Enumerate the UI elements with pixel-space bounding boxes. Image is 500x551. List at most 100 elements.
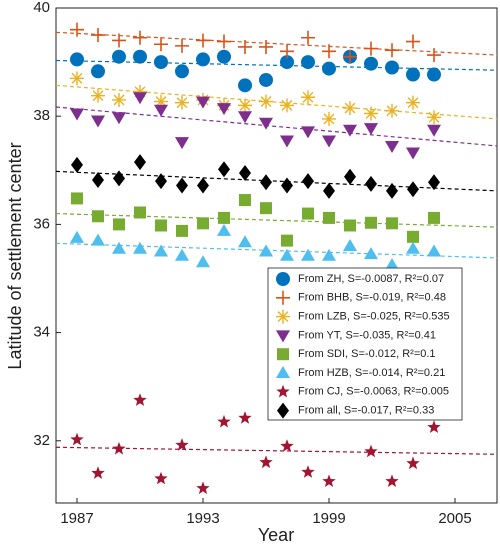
point	[385, 43, 399, 58]
point	[175, 38, 189, 53]
point	[217, 223, 231, 236]
point	[175, 95, 189, 110]
point	[281, 177, 293, 194]
trend-line	[55, 106, 498, 147]
point	[217, 34, 231, 49]
point	[322, 111, 336, 126]
point	[344, 168, 356, 185]
point	[134, 206, 146, 219]
point	[196, 96, 210, 109]
point	[280, 439, 294, 452]
point	[343, 49, 357, 64]
legend-text: From ZH, S=-0.0087, R²=0.07	[298, 273, 444, 285]
point	[406, 241, 420, 254]
point	[385, 103, 399, 118]
trend-line	[55, 84, 498, 120]
point	[91, 115, 105, 128]
point	[301, 55, 315, 70]
point	[154, 94, 168, 109]
point	[323, 211, 335, 224]
point	[154, 55, 168, 70]
legend-text: From HZB, S=-0.014, R²=0.21	[298, 367, 445, 379]
point	[154, 104, 168, 117]
series	[55, 192, 498, 247]
point	[113, 218, 125, 231]
series	[55, 154, 498, 199]
point	[92, 210, 104, 223]
point	[385, 257, 399, 270]
y-tick-label: 40	[33, 0, 50, 16]
point	[260, 202, 272, 215]
point	[301, 248, 315, 261]
legend-marker	[276, 366, 290, 378]
point	[364, 444, 378, 458]
point	[133, 30, 147, 45]
point	[322, 135, 336, 148]
point	[259, 72, 273, 87]
point	[70, 108, 84, 121]
point	[364, 247, 378, 260]
x-tick-label: 1987	[60, 510, 93, 527]
point	[71, 192, 83, 205]
trend-line	[55, 212, 498, 228]
point	[386, 217, 398, 230]
x-tick-label: 2005	[438, 510, 471, 527]
legend-marker	[277, 348, 289, 361]
point	[239, 165, 251, 181]
point	[260, 174, 272, 191]
point	[428, 174, 440, 191]
point	[323, 182, 335, 199]
point	[364, 56, 378, 71]
legend-box	[267, 267, 463, 421]
trend-line	[55, 170, 498, 192]
point	[155, 173, 167, 190]
plot-frame	[55, 7, 498, 504]
point	[406, 34, 420, 49]
legend-text: From LZB, S=-0.025, R²=0.535	[298, 311, 450, 323]
point	[428, 211, 440, 224]
point	[133, 92, 147, 105]
point	[218, 211, 230, 224]
point	[154, 471, 168, 485]
legend-marker	[277, 402, 289, 419]
point	[196, 33, 210, 48]
point	[322, 61, 336, 76]
series	[55, 223, 498, 270]
x-tick-label: 1999	[312, 510, 345, 527]
series	[55, 49, 498, 93]
legend-text: From SDI, S=-0.012, R²=0.1	[298, 348, 436, 360]
point	[322, 248, 336, 261]
y-tick-label: 32	[33, 432, 50, 449]
point	[217, 49, 231, 64]
point	[364, 123, 378, 136]
point	[70, 71, 84, 86]
point	[238, 78, 252, 93]
point	[196, 255, 210, 268]
point	[91, 233, 105, 246]
point	[91, 28, 105, 43]
point	[238, 98, 252, 113]
legend-text: From all, S=-0.017, R²=0.33	[298, 405, 434, 417]
point	[239, 194, 251, 207]
point	[113, 170, 125, 187]
point	[322, 44, 336, 59]
point	[238, 235, 252, 248]
point	[280, 98, 294, 113]
point	[364, 106, 378, 121]
series	[55, 92, 498, 160]
point	[259, 455, 273, 469]
point	[385, 140, 399, 153]
point	[406, 95, 420, 110]
point	[176, 224, 188, 237]
y-tick-label: 36	[33, 215, 50, 232]
legend-marker	[276, 309, 290, 324]
point	[154, 244, 168, 257]
point	[406, 67, 420, 82]
point	[301, 30, 315, 45]
point	[386, 182, 398, 199]
point	[407, 230, 419, 243]
y-tick-label: 38	[33, 107, 50, 124]
point	[133, 393, 147, 406]
legend-text: From CJ, S=-0.0063, R²=0.005	[298, 386, 449, 398]
